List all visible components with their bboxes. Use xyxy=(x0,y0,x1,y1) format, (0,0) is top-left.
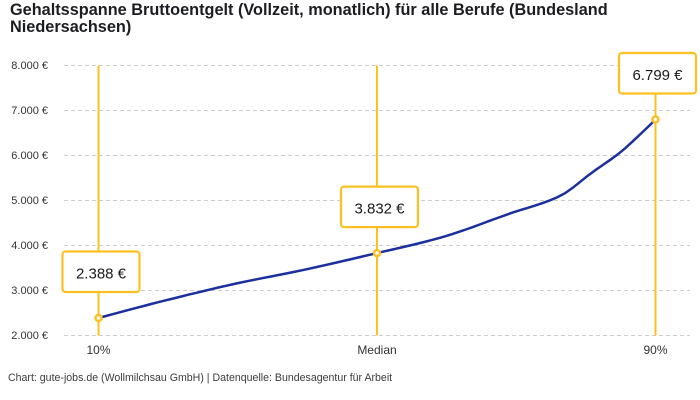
svg-text:Median: Median xyxy=(357,343,396,357)
svg-text:7.000 €: 7.000 € xyxy=(11,105,48,117)
svg-text:2.388 €: 2.388 € xyxy=(76,266,127,283)
svg-text:2.000 €: 2.000 € xyxy=(11,330,48,342)
svg-text:8.000 €: 8.000 € xyxy=(11,60,48,72)
svg-text:4.000 €: 4.000 € xyxy=(11,240,48,252)
svg-text:90%: 90% xyxy=(643,343,667,357)
svg-text:6.000 €: 6.000 € xyxy=(11,150,48,162)
svg-text:5.000 €: 5.000 € xyxy=(11,195,48,207)
svg-text:10%: 10% xyxy=(86,343,110,357)
svg-text:3.000 €: 3.000 € xyxy=(11,285,48,297)
svg-text:3.832 €: 3.832 € xyxy=(354,201,405,218)
svg-text:6.799 €: 6.799 € xyxy=(632,67,683,84)
